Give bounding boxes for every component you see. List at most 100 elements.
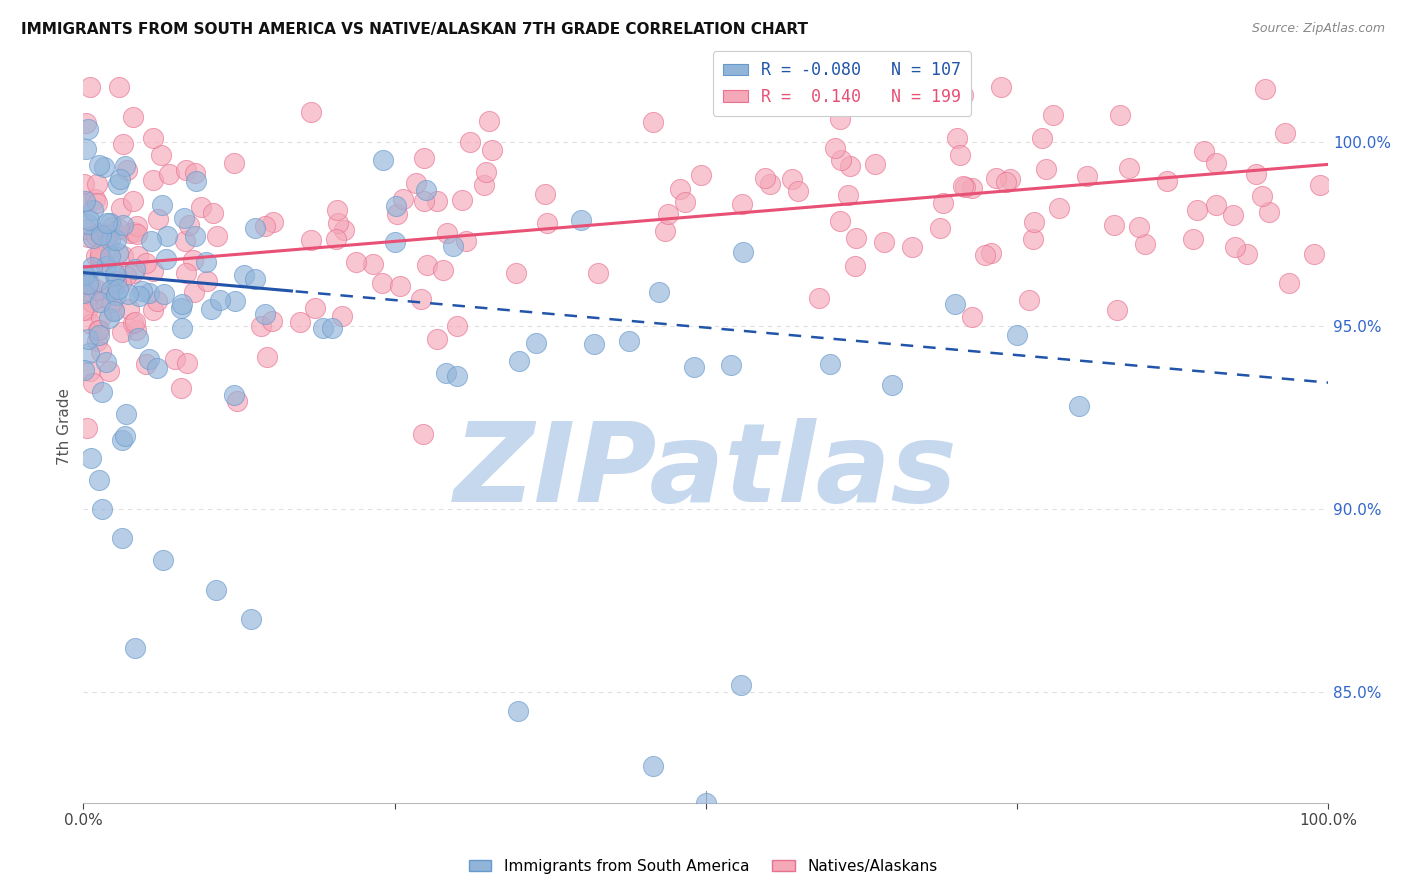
Point	[1135, 236, 1157, 251]
Point	[87, 227, 110, 241]
Point	[200, 301, 222, 316]
Point	[1185, 202, 1208, 217]
Point	[451, 193, 474, 207]
Point	[157, 167, 180, 181]
Point	[588, 266, 610, 280]
Point	[183, 253, 205, 268]
Point	[472, 178, 495, 192]
Point	[1246, 167, 1268, 181]
Point	[828, 213, 851, 227]
Point	[77, 346, 100, 360]
Point	[104, 274, 127, 288]
Point	[412, 194, 434, 209]
Point	[96, 235, 118, 249]
Point	[330, 309, 353, 323]
Point	[124, 315, 146, 329]
Point	[290, 315, 312, 329]
Point	[1278, 277, 1301, 291]
Point	[114, 407, 136, 421]
Point	[87, 323, 110, 337]
Point	[808, 291, 831, 305]
Legend: Immigrants from South America, Natives/Alaskans: Immigrants from South America, Natives/A…	[463, 853, 943, 880]
Point	[1205, 198, 1227, 212]
Point	[184, 173, 207, 187]
Point	[1102, 218, 1125, 232]
Point	[1076, 169, 1098, 184]
Point	[100, 295, 122, 310]
Point	[839, 159, 862, 173]
Point	[108, 80, 131, 95]
Point	[98, 249, 121, 263]
Point	[86, 274, 108, 288]
Point	[110, 276, 132, 290]
Point	[195, 274, 218, 288]
Point	[94, 355, 117, 369]
Y-axis label: 7th Grade: 7th Grade	[58, 388, 72, 465]
Point	[90, 310, 112, 324]
Point	[441, 239, 464, 253]
Point	[222, 387, 245, 401]
Point	[127, 331, 149, 345]
Point	[89, 250, 111, 264]
Point	[170, 297, 193, 311]
Point	[256, 350, 278, 364]
Point	[124, 641, 146, 656]
Point	[1018, 293, 1040, 308]
Point	[107, 282, 129, 296]
Point	[82, 260, 104, 274]
Point	[1049, 202, 1071, 216]
Point	[150, 197, 173, 211]
Point	[148, 212, 170, 227]
Point	[75, 222, 97, 236]
Text: IMMIGRANTS FROM SOUTH AMERICA VS NATIVE/ALASKAN 7TH GRADE CORRELATION CHART: IMMIGRANTS FROM SOUTH AMERICA VS NATIVE/…	[21, 22, 808, 37]
Point	[120, 226, 142, 240]
Point	[131, 284, 153, 298]
Point	[508, 354, 530, 368]
Point	[127, 227, 149, 242]
Point	[960, 181, 983, 195]
Point	[780, 172, 803, 186]
Point	[1035, 161, 1057, 176]
Point	[426, 194, 449, 208]
Point	[83, 192, 105, 206]
Point	[863, 157, 886, 171]
Point	[142, 264, 165, 278]
Point	[90, 384, 112, 399]
Point	[93, 290, 115, 304]
Point	[900, 240, 922, 254]
Point	[690, 168, 713, 182]
Point	[127, 219, 149, 233]
Point	[332, 223, 354, 237]
Point	[1042, 108, 1064, 122]
Point	[135, 255, 157, 269]
Point	[254, 307, 277, 321]
Point	[207, 229, 229, 244]
Point	[673, 194, 696, 209]
Point	[952, 87, 974, 102]
Point	[1309, 178, 1331, 192]
Point	[89, 245, 111, 260]
Point	[77, 217, 100, 231]
Point	[344, 255, 367, 269]
Point	[183, 285, 205, 299]
Point	[163, 351, 186, 366]
Point	[1118, 161, 1140, 176]
Point	[76, 230, 98, 244]
Point	[86, 334, 108, 348]
Point	[122, 317, 145, 331]
Point	[125, 323, 148, 337]
Point	[86, 283, 108, 297]
Point	[73, 194, 96, 209]
Point	[731, 244, 754, 259]
Point	[108, 171, 131, 186]
Point	[82, 376, 104, 390]
Point	[973, 248, 995, 262]
Point	[456, 234, 478, 248]
Point	[75, 116, 97, 130]
Point	[90, 228, 112, 243]
Point	[222, 155, 245, 169]
Point	[262, 314, 284, 328]
Point	[524, 335, 547, 350]
Point	[84, 228, 107, 243]
Point	[98, 216, 121, 230]
